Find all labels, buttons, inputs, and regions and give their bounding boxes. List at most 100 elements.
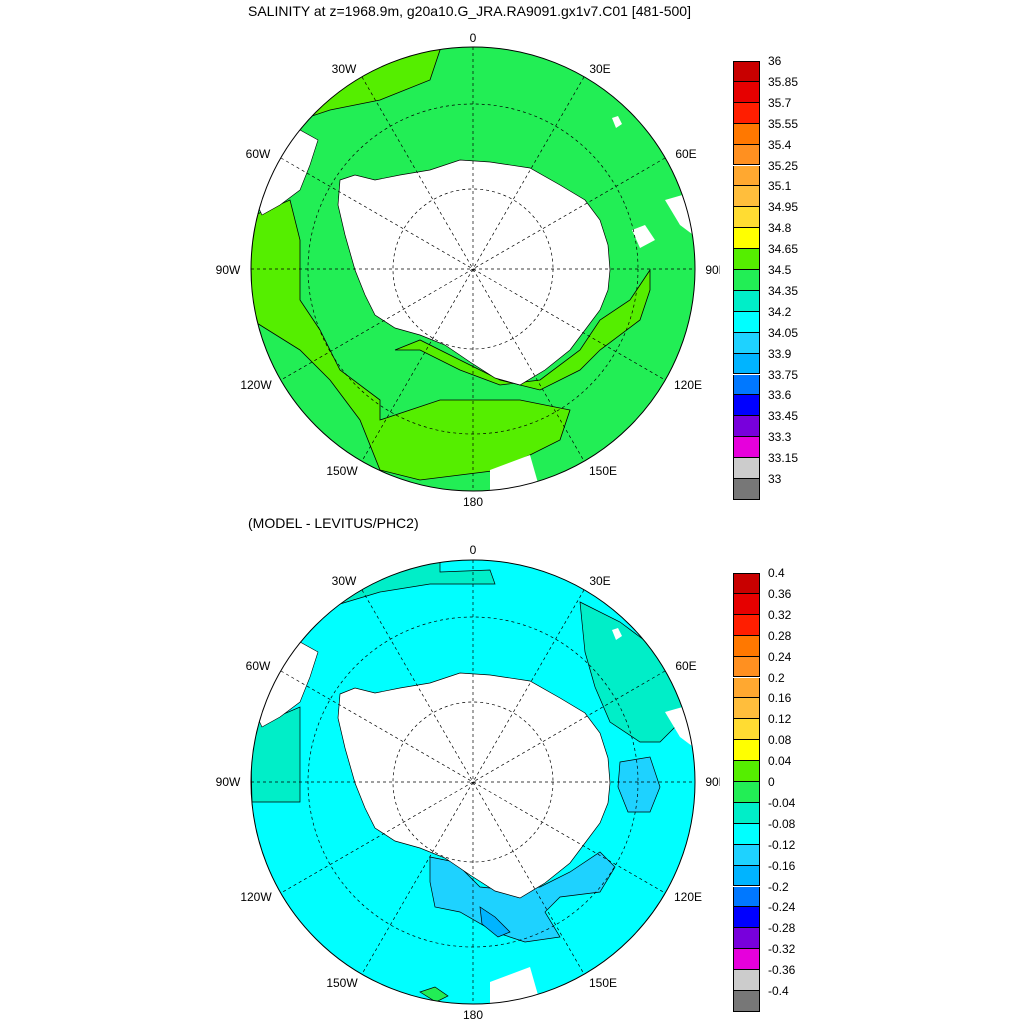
contour-region-east [579,601,691,743]
lon-label-0: 0 [470,543,477,557]
africa-tip-land [612,628,622,640]
contour-region-west [251,706,301,803]
colorbar-label: 34.65 [768,242,799,257]
colorbar-swatch [733,593,760,615]
colorbar-label: 0.28 [768,628,792,643]
lon-label-90e: 90E [705,263,720,277]
colorbar-label: 35.55 [768,116,799,131]
colorbar-swatch [733,761,760,782]
lon-label-90w: 90W [216,775,241,789]
colorbar-label: 0.24 [768,649,792,664]
colorbar-swatch [733,395,760,417]
lon-label-90w: 90W [216,263,241,277]
colorbar-swatch [733,458,760,479]
colorbar-label: -0.12 [768,837,796,852]
contour-region-inner [394,268,651,391]
colorbar-label: 35.7 [768,95,792,110]
colorbar-swatch [733,228,760,250]
colorbar-swatch [733,249,760,270]
colorbar-swatch [733,991,760,1012]
lon-label-150w: 150W [326,976,358,990]
colorbar-swatch [733,374,760,396]
lon-label-150w: 150W [326,464,358,478]
colorbar-swatch [733,782,760,803]
colorbar-label: 34.05 [768,325,799,340]
colorbar-label: -0.04 [768,795,796,810]
colorbar-swatch [733,437,760,459]
lon-label-30w: 30W [332,62,357,76]
lon-label-180: 180 [463,1008,483,1022]
colorbar-swatch [733,353,760,375]
colorbar-swatch [733,416,760,438]
colorbar-swatch [733,165,760,187]
colorbar-label: 0.12 [768,712,792,727]
colorbar-swatch [733,123,760,145]
lon-label-60w: 60W [246,147,271,161]
colorbar-label: 0 [768,775,775,789]
lon-label-120e: 120E [674,378,702,392]
colorbar-label: 0.16 [768,691,792,706]
colorbar-swatch [733,886,760,908]
colorbar-swatch [733,719,760,741]
colorbar-label: -0.08 [768,816,796,831]
colorbar-swatch [733,207,760,229]
difference-colorbar: 0.4 0.36 0.32 0.28 0.24 0.2 0.16 0.12 0.08 0.04 0 -… [730,566,820,1012]
colorbar-label: 35.1 [768,179,792,194]
colorbar-swatch [733,802,760,824]
lon-label-30e: 30E [589,574,610,588]
colorbar-label: -0.4 [768,984,789,998]
colorbar-swatch [733,656,760,678]
colorbar-label: 33.9 [768,346,792,361]
colorbar-swatch [733,479,760,500]
colorbar-swatch [733,865,760,887]
colorbar-label: 33.75 [768,367,799,382]
lon-label-150e: 150E [589,976,617,990]
colorbar-swatch [733,740,760,762]
lon-label-120w: 120W [240,378,272,392]
colorbar-swatch [733,144,760,166]
colorbar-label: -0.28 [768,921,796,936]
lat-lon-grid [251,560,695,1004]
colorbar-label: 33.6 [768,388,792,403]
colorbar-label: 0.36 [768,586,792,601]
colorbar-swatch [733,907,760,929]
colorbar-swatch [733,186,760,208]
salinity-polar-map: 0 30E 60E 90E 120E 150E 180 150W 120W 90… [216,31,720,509]
colorbar-label: 36 [768,54,782,68]
colorbar-label: 34.8 [768,221,792,236]
colorbar-label: 33.3 [768,430,792,445]
colorbar-swatch [733,614,760,636]
colorbar-swatch [733,677,760,699]
colorbar-label: 35.25 [768,158,799,173]
contour-region-east-blue [617,756,661,813]
colorbar-label: 0.08 [768,733,792,748]
bottom-panel-title: (MODEL - LEVITUS/PHC2) [248,515,419,531]
colorbar-swatch [733,270,760,291]
colorbar-label: 0.4 [768,566,785,580]
antarctica-landmass [337,159,611,386]
colorbar-label: -0.24 [768,900,796,915]
lon-label-120w: 120W [240,890,272,904]
colorbar-label: -0.32 [768,942,796,957]
colorbar-label: -0.16 [768,858,796,873]
lon-label-0: 0 [470,31,477,45]
map-boundary [250,46,696,492]
lon-label-120e: 120E [674,890,702,904]
colorbar-label: 35.4 [768,137,792,152]
colorbar-label: 33 [768,472,782,486]
lon-label-60w: 60W [246,659,271,673]
lon-label-150e: 150E [589,464,617,478]
colorbar-label: 0.04 [768,754,792,769]
colorbar-label: -0.2 [768,879,789,894]
colorbar-swatch [733,573,760,594]
colorbar-swatch [733,81,760,103]
colorbar-swatch [733,928,760,950]
colorbar-swatch [733,635,760,657]
colorbar-swatch [733,61,760,82]
colorbar-swatch [733,698,760,720]
colorbar-label: 0.32 [768,607,792,622]
colorbar-label: 35.85 [768,74,799,89]
salinity-difference-polar-map: 0 30E 60E 90E 120E 150E 180 150W 120W 90… [216,543,720,1022]
colorbar-label: 34.5 [768,263,792,277]
kerguelen-patch [632,225,655,248]
